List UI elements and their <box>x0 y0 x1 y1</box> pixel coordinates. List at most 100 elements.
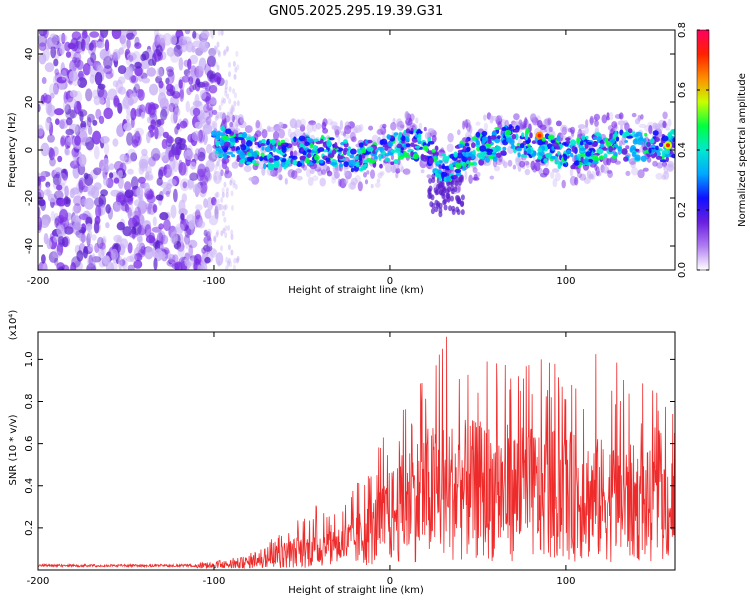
spectrogram-cell <box>376 129 384 136</box>
spectrogram-cell <box>78 154 87 167</box>
spectrogram-cell <box>219 149 224 154</box>
spectrogram-cell <box>441 172 448 177</box>
spectrogram-cell <box>596 136 602 142</box>
snr-panel: -200 -100 0 100 0.2 0.4 0.6 0.8 1.0 Height of st… <box>8 310 676 596</box>
spectrogram-cell <box>117 102 123 114</box>
spectrogram-cell <box>53 235 59 243</box>
spectrogram-cell <box>364 179 369 185</box>
spectrogram-cell <box>156 34 166 44</box>
spectrogram-cell <box>273 131 279 141</box>
spectrogram-cell <box>539 124 547 130</box>
spectrogram-cell <box>226 93 230 100</box>
spectrogram-cell <box>627 128 633 134</box>
spectrogram-cell <box>163 219 171 232</box>
spectrogram-cell <box>64 185 69 198</box>
spectrogram-cell <box>165 66 174 73</box>
spectrogram-cell <box>319 177 326 187</box>
spectrogram-cell <box>640 114 644 120</box>
spectrogram-cell <box>214 81 218 88</box>
spectrogram-cell <box>463 119 471 128</box>
spectrogram-cell <box>511 133 517 140</box>
spectrogram-cell <box>414 145 421 149</box>
spectrogram-cell <box>667 118 672 127</box>
spectrogram-cell <box>260 152 265 158</box>
spectrogram-cell <box>64 226 74 235</box>
spectrogram-cell <box>56 76 67 84</box>
spectrogram-cell <box>135 88 144 98</box>
spectrogram-cell <box>192 107 201 117</box>
spectrogram-cell <box>92 130 102 145</box>
spectrogram-cell <box>200 30 210 39</box>
spectrogram-cell <box>606 158 611 166</box>
spectrogram-cell <box>202 123 213 135</box>
spectrogram-cell <box>593 136 597 140</box>
spectrogram-cell <box>445 193 450 200</box>
spectrogram-cell <box>227 225 231 231</box>
spectrogram-cell <box>306 153 312 159</box>
spectrogram-cell <box>166 68 174 77</box>
spectrogram-cell <box>462 120 466 130</box>
spectrogram-cell <box>50 45 57 59</box>
spectrogram-cell <box>154 126 159 140</box>
spectrogram-cell <box>74 135 81 146</box>
spectrogram-cell <box>203 103 210 113</box>
spectrogram-cell <box>120 30 127 39</box>
spectrogram-cell <box>171 262 181 270</box>
spectrogram-cell <box>427 128 435 133</box>
spectrogram-cell <box>210 30 215 39</box>
spectrogram-cell <box>224 141 231 147</box>
spectrogram-cell <box>110 248 119 261</box>
spectrogram-cell <box>632 131 636 135</box>
spectrogram-cell <box>229 137 236 143</box>
spectrogram-cell <box>195 204 203 211</box>
spectrogram-cell <box>87 184 96 196</box>
spectrogram-cell <box>254 141 259 146</box>
spectrogram-cell <box>178 162 187 176</box>
spectrogram-cell <box>64 41 71 52</box>
spectrogram-cell <box>626 131 630 137</box>
spectrogram-cell <box>228 86 232 93</box>
spectrogram-cell <box>209 97 217 107</box>
spectrogram-cell <box>136 234 143 243</box>
spectrogram-cell <box>112 138 119 147</box>
spectrogram-cell <box>80 127 87 134</box>
spectrogram-cell <box>42 263 48 270</box>
spectrogram-cell <box>119 153 128 162</box>
spectrogram-cell <box>232 88 236 95</box>
spectrogram-cell <box>667 161 674 168</box>
spectrogram-cell <box>672 128 675 136</box>
spectrogram-cell <box>326 170 333 177</box>
spectrogram-cell <box>551 142 559 147</box>
spectrogram-cell <box>56 184 63 191</box>
spectrogram-cell <box>594 119 599 127</box>
spectrogram-cell <box>450 185 455 192</box>
spectrogram-cell <box>483 114 487 121</box>
spectrogram-cell <box>154 248 163 262</box>
spectrogram-cell <box>652 122 658 130</box>
spectrogram-cell <box>566 140 571 145</box>
spectrogram-cell <box>225 166 230 175</box>
spectrogram-cell <box>390 149 397 153</box>
spectrogram-cell <box>194 68 199 79</box>
spectrogram-cell <box>226 261 230 268</box>
spectrogram-cell <box>543 158 548 164</box>
spectrogram-cell <box>423 126 427 132</box>
spectrogram-cell <box>557 163 562 169</box>
spectrogram-cell <box>518 119 523 125</box>
spectrogram-cell <box>145 235 156 244</box>
spectrogram-cell <box>465 119 468 129</box>
spectrogram-cell <box>156 177 163 186</box>
spectrogram-cell <box>405 112 409 122</box>
spectrogram-cell <box>185 237 190 249</box>
spectrogram-cell <box>170 204 177 219</box>
spectrogram-cell <box>624 122 630 131</box>
spectrogram-cell <box>300 148 305 152</box>
spectrogram-cell <box>224 90 228 97</box>
spectrogram-cell <box>207 52 217 67</box>
spectrogram-cell <box>589 115 594 126</box>
spectrogram-cell <box>299 155 307 160</box>
spectrogram-cell <box>273 161 280 169</box>
spectrogram-cell <box>192 100 202 107</box>
spectrogram-cell <box>514 155 522 163</box>
